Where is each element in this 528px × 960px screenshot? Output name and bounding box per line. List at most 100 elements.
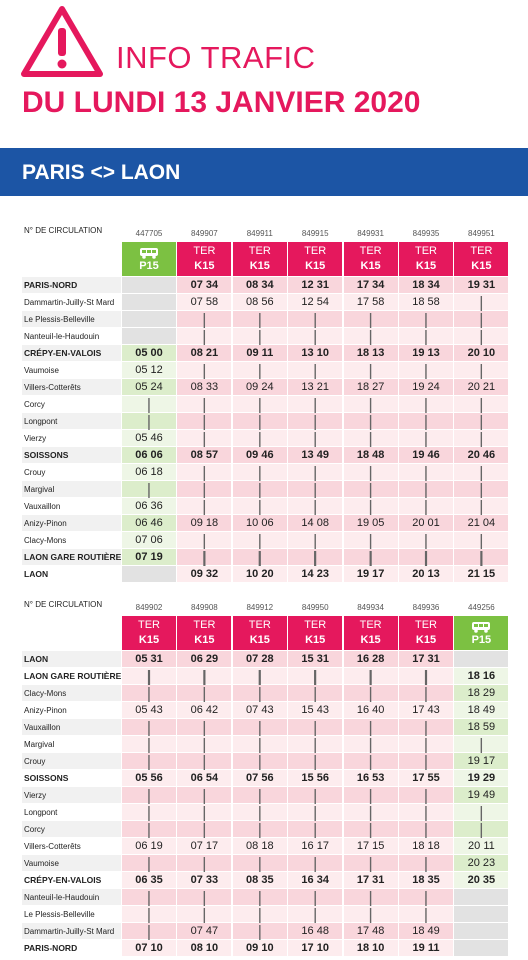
stop-name: Villers-Cotterêts (24, 842, 81, 851)
time: 07 19 (135, 551, 163, 563)
pass-through: | (312, 735, 318, 754)
time: 18 48 (356, 449, 385, 461)
cell-bg (454, 804, 509, 820)
time: 17 15 (356, 840, 385, 852)
service-line: K15 (360, 260, 381, 272)
pass-through: | (257, 327, 262, 346)
cell-bg (399, 940, 453, 956)
cell-bg (122, 821, 176, 837)
time: 09 32 (190, 568, 219, 580)
train-number: 849934 (357, 603, 384, 612)
pass-through: | (368, 361, 373, 380)
cell-bg (122, 532, 176, 548)
cell-bg (122, 940, 176, 956)
cell-bg (122, 923, 176, 939)
cell-bg (454, 889, 509, 905)
cell-bg (399, 413, 453, 429)
time: 20 23 (467, 857, 496, 869)
pass-through: | (257, 922, 262, 941)
cell-bg (399, 532, 453, 548)
pass-through: | (202, 497, 207, 516)
pass-through: | (479, 327, 484, 346)
time: 05 24 (135, 381, 163, 393)
pass-through: | (368, 480, 373, 499)
pass-through: | (202, 820, 207, 839)
time: 16 17 (301, 840, 329, 852)
cell-bg (177, 923, 232, 939)
row-label-bg (22, 770, 121, 786)
cell-bg (177, 532, 232, 548)
cell-bg (343, 464, 398, 480)
time: 19 29 (467, 772, 496, 784)
cell-bg (343, 532, 398, 548)
pass-through: | (368, 854, 373, 873)
pass-through: | (202, 888, 207, 907)
pass-through: | (202, 361, 207, 380)
date: DU LUNDI 13 JANVIER 2020 (22, 86, 421, 119)
time: 21 15 (467, 568, 496, 580)
cell-bg (399, 498, 453, 514)
service-header (122, 242, 176, 276)
pass-through: | (368, 667, 373, 686)
cell-bg (343, 294, 398, 310)
train-number: 849935 (412, 229, 440, 238)
pass-through: | (479, 361, 484, 380)
time: 06 46 (135, 517, 163, 529)
cell-bg (122, 889, 176, 905)
warning-icon (21, 6, 103, 77)
cell-bg (454, 838, 509, 854)
pass-through: | (257, 548, 263, 567)
cell-bg (454, 668, 509, 684)
pass-through: | (312, 310, 318, 329)
service-header (177, 242, 232, 276)
stop-name: Longpont (24, 808, 58, 817)
row-label-bg (22, 311, 121, 327)
time: 18 10 (356, 942, 385, 954)
time: 07 43 (246, 704, 274, 716)
cell-bg (288, 804, 343, 820)
pass-through: | (368, 718, 373, 737)
service-header (399, 242, 453, 276)
pass-through: | (202, 905, 207, 924)
pass-through: | (257, 735, 262, 754)
time: 07 34 (190, 279, 219, 291)
pass-through: | (146, 922, 152, 941)
time: 06 35 (135, 874, 163, 886)
row-label-bg (22, 549, 121, 565)
pass-through: | (257, 667, 263, 686)
cell-bg (232, 685, 287, 701)
cell-bg (399, 923, 453, 939)
time: 05 46 (135, 432, 163, 444)
stop-name: Vierzy (24, 434, 47, 443)
cell-bg (288, 294, 343, 310)
time: 18 13 (356, 347, 385, 359)
stop-name: Clacy-Mons (24, 536, 67, 545)
service-line: K15 (194, 634, 215, 646)
pass-through: | (423, 820, 429, 839)
pass-through: | (423, 480, 429, 499)
pass-through: | (146, 667, 152, 686)
stop-name: LAON GARE ROUTIÈRE POMA (24, 671, 121, 681)
stop-name: LAON (24, 654, 49, 664)
stop-name: Corcy (24, 825, 45, 834)
pass-through: | (479, 395, 484, 414)
cell-bg (343, 379, 398, 395)
service-line: K15 (249, 634, 270, 646)
pass-through: | (202, 429, 207, 448)
cell-bg (288, 413, 343, 429)
cell-bg (399, 277, 453, 293)
time: 17 55 (412, 772, 440, 784)
time: 18 49 (467, 704, 496, 716)
pass-through: | (312, 548, 318, 567)
cell-bg (177, 549, 232, 565)
row-label-bg (22, 379, 121, 395)
stop-name: LAON GARE ROUTIÈRE POMA (24, 552, 121, 562)
cell-bg (232, 838, 287, 854)
time: 06 18 (135, 466, 163, 478)
cell-bg (454, 498, 509, 514)
cell-bg (177, 311, 232, 327)
cell-bg (177, 685, 232, 701)
time: 09 24 (246, 381, 274, 393)
row-label-bg (22, 413, 121, 429)
pass-through: | (202, 803, 207, 822)
